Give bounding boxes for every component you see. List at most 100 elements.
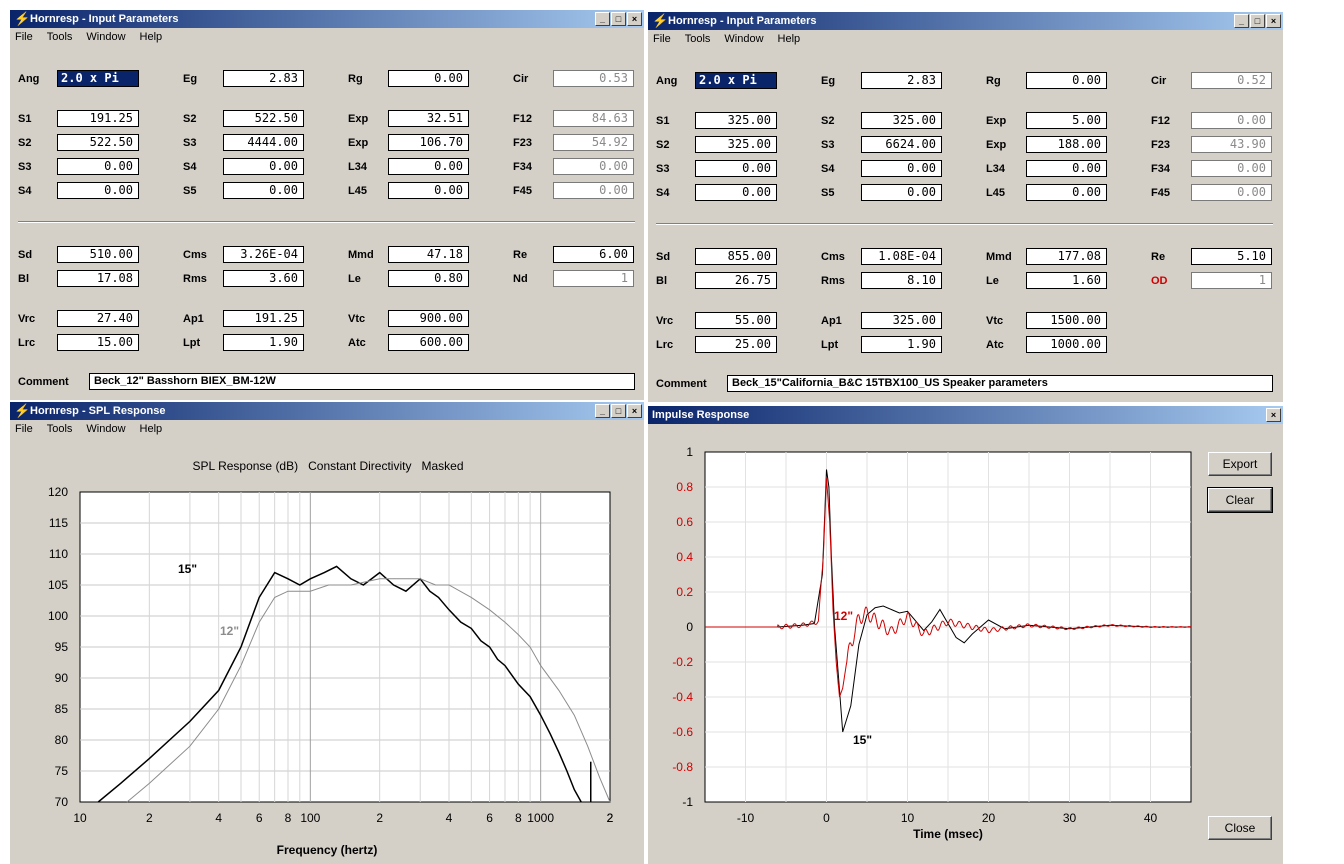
menu-window[interactable]: Window [86, 31, 126, 43]
maximize-button[interactable]: □ [1250, 14, 1265, 28]
minimize-button[interactable]: _ [1234, 14, 1249, 28]
close-button[interactable]: × [627, 404, 642, 418]
field-s2a[interactable]: 325.00 [861, 112, 942, 129]
title-bar[interactable]: ⚡ Hornresp - SPL Response _ □ × [10, 402, 644, 420]
field-f12[interactable]: 84.63 [553, 110, 634, 127]
field-lpt[interactable]: 1.90 [223, 334, 304, 351]
field-rg[interactable]: 0.00 [388, 70, 469, 87]
close-button[interactable]: × [627, 12, 642, 26]
field-f45[interactable]: 0.00 [1191, 184, 1272, 201]
field-f12[interactable]: 0.00 [1191, 112, 1272, 129]
field-exp1[interactable]: 32.51 [388, 110, 469, 127]
menu-tools[interactable]: Tools [684, 33, 711, 45]
minimize-button[interactable]: _ [595, 12, 610, 26]
field-f23[interactable]: 54.92 [553, 134, 634, 151]
field-ap1[interactable]: 191.25 [223, 310, 304, 327]
field-rg[interactable]: 0.00 [1026, 72, 1107, 89]
field-re[interactable]: 6.00 [553, 246, 634, 263]
maximize-button[interactable]: □ [611, 12, 626, 26]
title-bar[interactable]: ⚡ Hornresp - Input Parameters _ □ × [10, 10, 644, 28]
field-cms[interactable]: 1.08E-04 [861, 248, 942, 265]
field-s4a[interactable]: 0.00 [861, 160, 942, 177]
field-le[interactable]: 1.60 [1026, 272, 1107, 289]
field-s2[interactable]: 325.00 [695, 136, 777, 153]
field-od[interactable]: 1 [1191, 272, 1272, 289]
field-exp2[interactable]: 106.70 [388, 134, 469, 151]
menu-help[interactable]: Help [139, 423, 163, 435]
menu-tools[interactable]: Tools [46, 31, 73, 43]
field-sd[interactable]: 510.00 [57, 246, 139, 263]
field-ang[interactable]: 2.0 x Pi [57, 70, 139, 87]
field-s4[interactable]: 0.00 [57, 182, 139, 199]
menu-file[interactable]: File [15, 31, 33, 43]
close-button[interactable]: × [1266, 14, 1281, 28]
field-s2a[interactable]: 522.50 [223, 110, 304, 127]
label-f23: F23 [1151, 139, 1170, 151]
field-vtc[interactable]: 900.00 [388, 310, 469, 327]
field-f23[interactable]: 43.90 [1191, 136, 1272, 153]
field-s3[interactable]: 0.00 [57, 158, 139, 175]
menu-help[interactable]: Help [139, 31, 163, 43]
clear-button[interactable]: Clear [1207, 487, 1273, 513]
field-l34[interactable]: 0.00 [1026, 160, 1107, 177]
field-sd[interactable]: 855.00 [695, 248, 777, 265]
menu-file[interactable]: File [653, 33, 671, 45]
field-bl[interactable]: 17.08 [57, 270, 139, 287]
field-lpt[interactable]: 1.90 [861, 336, 942, 353]
field-bl[interactable]: 26.75 [695, 272, 777, 289]
field-rms[interactable]: 8.10 [861, 272, 942, 289]
field-s5[interactable]: 0.00 [223, 182, 304, 199]
field-s1[interactable]: 325.00 [695, 112, 777, 129]
minimize-button[interactable]: _ [595, 404, 610, 418]
field-s3[interactable]: 0.00 [695, 160, 777, 177]
field-ang[interactable]: 2.0 x Pi [695, 72, 777, 89]
field-atc[interactable]: 600.00 [388, 334, 469, 351]
title-bar[interactable]: ⚡ Hornresp - Input Parameters _ □ × [648, 12, 1283, 30]
field-s3a[interactable]: 6624.00 [861, 136, 942, 153]
field-l45[interactable]: 0.00 [1026, 184, 1107, 201]
field-f34[interactable]: 0.00 [553, 158, 634, 175]
field-lrc[interactable]: 25.00 [695, 336, 777, 353]
comment-field[interactable]: Beck_15"California_B&C 15TBX100_US Speak… [727, 375, 1273, 392]
field-f34[interactable]: 0.00 [1191, 160, 1272, 177]
menu-help[interactable]: Help [777, 33, 801, 45]
field-cms[interactable]: 3.26E-04 [223, 246, 304, 263]
field-atc[interactable]: 1000.00 [1026, 336, 1107, 353]
comment-field[interactable]: Beck_12" Basshorn BIEX_BM-12W [89, 373, 635, 390]
field-cir[interactable]: 0.53 [553, 70, 634, 87]
field-nd[interactable]: 1 [553, 270, 634, 287]
field-l34[interactable]: 0.00 [388, 158, 469, 175]
export-button[interactable]: Export [1208, 452, 1272, 476]
menu-window[interactable]: Window [86, 423, 126, 435]
field-s4[interactable]: 0.00 [695, 184, 777, 201]
maximize-button[interactable]: □ [611, 404, 626, 418]
menu-tools[interactable]: Tools [46, 423, 73, 435]
menu-window[interactable]: Window [724, 33, 764, 45]
field-s1[interactable]: 191.25 [57, 110, 139, 127]
field-s4a[interactable]: 0.00 [223, 158, 304, 175]
field-exp1[interactable]: 5.00 [1026, 112, 1107, 129]
title-bar[interactable]: Impulse Response × [648, 406, 1283, 424]
field-rms[interactable]: 3.60 [223, 270, 304, 287]
field-s2[interactable]: 522.50 [57, 134, 139, 151]
field-l45[interactable]: 0.00 [388, 182, 469, 199]
field-s5[interactable]: 0.00 [861, 184, 942, 201]
close-button[interactable]: × [1266, 408, 1281, 422]
field-mmd[interactable]: 177.08 [1026, 248, 1107, 265]
field-s3a[interactable]: 4444.00 [223, 134, 304, 151]
field-ap1[interactable]: 325.00 [861, 312, 942, 329]
field-exp2[interactable]: 188.00 [1026, 136, 1107, 153]
field-vrc[interactable]: 27.40 [57, 310, 139, 327]
field-re[interactable]: 5.10 [1191, 248, 1272, 265]
field-cir[interactable]: 0.52 [1191, 72, 1272, 89]
field-f45[interactable]: 0.00 [553, 182, 634, 199]
field-mmd[interactable]: 47.18 [388, 246, 469, 263]
field-lrc[interactable]: 15.00 [57, 334, 139, 351]
field-eg[interactable]: 2.83 [861, 72, 942, 89]
field-vrc[interactable]: 55.00 [695, 312, 777, 329]
close-button[interactable]: Close [1208, 816, 1272, 840]
menu-file[interactable]: File [15, 423, 33, 435]
field-eg[interactable]: 2.83 [223, 70, 304, 87]
field-vtc[interactable]: 1500.00 [1026, 312, 1107, 329]
field-le[interactable]: 0.80 [388, 270, 469, 287]
